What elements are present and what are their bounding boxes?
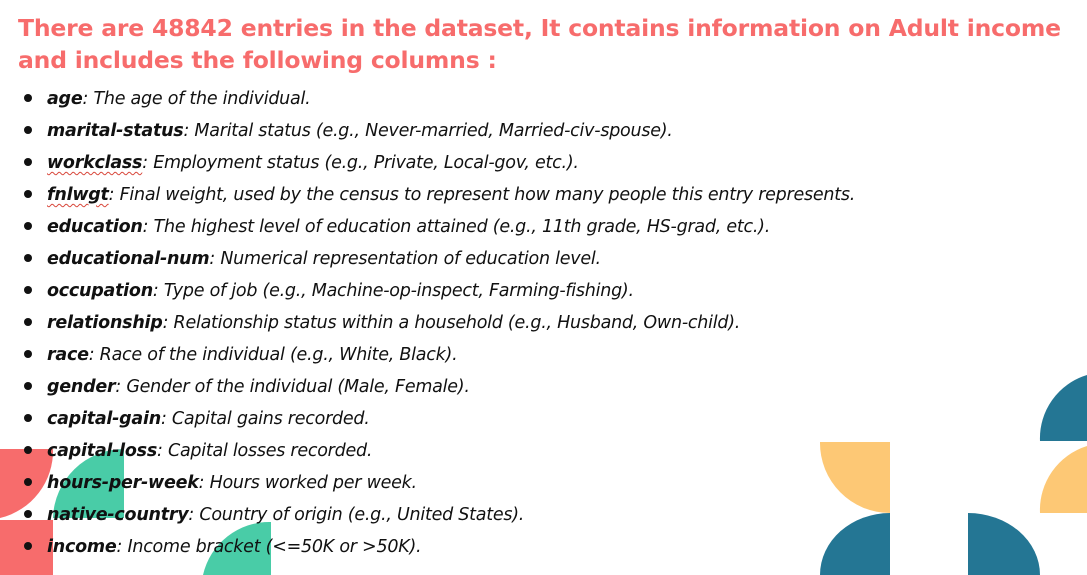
- yellow-quarter-circle-right: [1039, 446, 1087, 513]
- column-name: race: [47, 345, 89, 365]
- column-item-hours-per-week: hours-per-week: Hours worked per week.: [21, 467, 855, 499]
- column-name: income: [47, 537, 117, 557]
- column-description: The age of the individual.: [88, 89, 311, 109]
- column-item-capital-loss: capital-loss: Capital losses recorded.: [21, 435, 855, 467]
- column-description: Capital losses recorded.: [162, 441, 373, 461]
- column-description: Hours worked per week.: [204, 473, 418, 493]
- column-name: workclass: [47, 153, 143, 173]
- column-description: Marital status (e.g., Never-married, Mar…: [189, 121, 673, 141]
- column-name: education: [47, 217, 143, 237]
- column-name: capital-loss: [47, 441, 157, 461]
- column-separator: :: [198, 473, 205, 493]
- column-separator: :: [88, 345, 95, 365]
- bullet-icon: [24, 94, 32, 102]
- bullet-icon: [24, 382, 32, 390]
- column-item-gender: gender: Gender of the individual (Male, …: [21, 371, 855, 403]
- bullet-icon: [24, 446, 32, 454]
- column-item-age: age: The age of the individual.: [21, 83, 855, 115]
- bullet-icon: [24, 190, 32, 198]
- column-list: age: The age of the individual. marital-s…: [21, 83, 855, 563]
- column-name: marital-status: [47, 121, 184, 141]
- column-description: Country of origin (e.g., United States).: [194, 505, 525, 525]
- teal-quarter-circle-bottom: [203, 521, 271, 575]
- column-description: Relationship status within a household (…: [168, 313, 741, 333]
- column-name: native-country: [47, 505, 189, 525]
- bullet-icon: [24, 222, 32, 230]
- column-item-capital-gain: capital-gain: Capital gains recorded.: [21, 403, 855, 435]
- column-description: Race of the individual (e.g., White, Bla…: [94, 345, 458, 365]
- bullet-icon: [24, 318, 32, 326]
- column-name: relationship: [47, 313, 163, 333]
- column-separator: :: [152, 281, 159, 301]
- bullet-icon: [24, 478, 32, 486]
- column-separator: :: [157, 441, 163, 461]
- column-separator: :: [108, 185, 115, 205]
- column-item-native-country: native-country: Country of origin (e.g.,…: [21, 499, 855, 531]
- bullet-icon: [24, 350, 32, 358]
- column-description: Capital gains recorded.: [166, 409, 370, 429]
- column-name: fnlwgt: [47, 185, 109, 205]
- blue-quarter-circle-bottom-left: [820, 513, 890, 575]
- teal-quarter-circle-left: [53, 449, 124, 518]
- column-item-race: race: Race of the individual (e.g., Whit…: [21, 339, 855, 371]
- column-separator: :: [162, 313, 169, 333]
- column-description: Final weight, used by the census to repr…: [114, 185, 856, 205]
- column-description: Income bracket (<=50K or >50K).: [122, 537, 422, 557]
- column-name: age: [47, 89, 83, 109]
- column-separator: :: [183, 121, 190, 141]
- column-description: Type of job (e.g., Machine-op-inspect, F…: [158, 281, 634, 301]
- column-item-income: income: Income bracket (<=50K or >50K).: [21, 531, 855, 563]
- column-description: Numerical representation of education le…: [215, 249, 601, 269]
- column-separator: :: [115, 377, 122, 397]
- column-name: gender: [47, 377, 116, 397]
- yellow-quarter-circle-center: [819, 442, 890, 513]
- column-item-education: education: The highest level of educatio…: [21, 211, 855, 243]
- column-name: capital-gain: [47, 409, 161, 429]
- column-separator: :: [142, 217, 149, 237]
- slide-heading: There are 48842 entries in the dataset, …: [18, 14, 1061, 74]
- column-item-educational-num: educational-num: Numerical representatio…: [21, 243, 855, 275]
- column-separator: :: [142, 153, 148, 173]
- column-description: The highest level of education attained …: [148, 217, 771, 237]
- column-item-marital-status: marital-status: Marital status (e.g., Ne…: [21, 115, 855, 147]
- bullet-icon: [24, 414, 32, 422]
- column-separator: :: [116, 537, 123, 557]
- blue-quarter-circle-top: [1039, 375, 1087, 441]
- blue-quarter-circle-bottom-right: [968, 513, 1040, 575]
- bullet-icon: [24, 254, 32, 262]
- column-separator: :: [209, 249, 216, 269]
- column-separator: :: [82, 89, 89, 109]
- column-separator: :: [188, 505, 195, 525]
- column-separator: :: [160, 409, 167, 429]
- column-item-relationship: relationship: Relationship status within…: [21, 307, 855, 339]
- column-description: Gender of the individual (Male, Female).: [121, 377, 470, 397]
- column-name: occupation: [47, 281, 153, 301]
- column-name: educational-num: [47, 249, 210, 269]
- column-item-workclass: workclass: Employment status (e.g., Priv…: [21, 147, 855, 179]
- bullet-icon: [24, 286, 32, 294]
- bullet-icon: [24, 158, 32, 166]
- bullet-icon: [24, 126, 32, 134]
- column-name: hours-per-week: [47, 473, 199, 493]
- column-item-fnlwgt: fnlwgt: Final weight, used by the census…: [21, 179, 855, 211]
- column-item-occupation: occupation: Type of job (e.g., Machine-o…: [21, 275, 855, 307]
- column-description: Employment status (e.g., Private, Local-…: [147, 153, 579, 173]
- bullet-icon: [24, 542, 32, 550]
- bullet-icon: [24, 510, 32, 518]
